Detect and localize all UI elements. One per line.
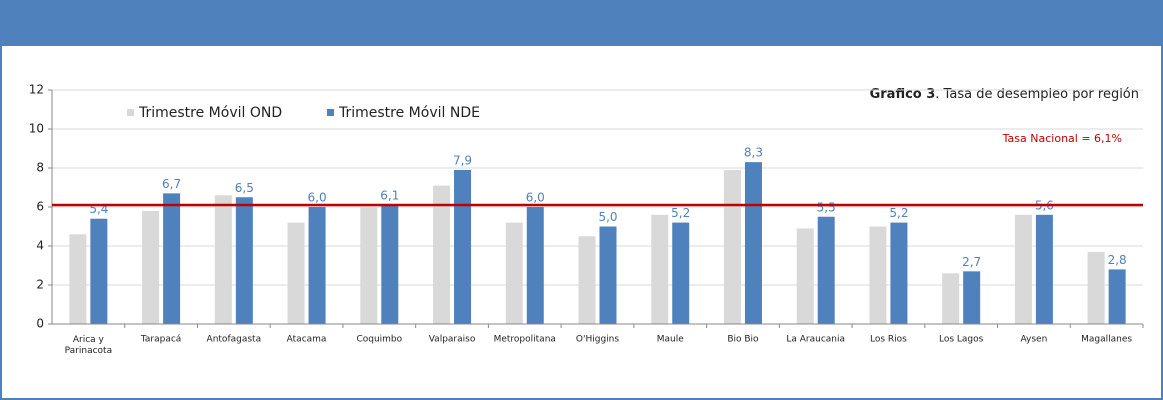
bar [942, 273, 960, 324]
bar [381, 205, 399, 324]
bar [214, 195, 232, 324]
y-tick-label: 4 [36, 239, 44, 253]
x-tick-label: Los Rios [870, 335, 907, 345]
bar [1035, 214, 1053, 324]
legend-swatch [327, 109, 334, 116]
x-tick-label: Los Lagos [939, 335, 984, 345]
bar [796, 228, 814, 324]
y-tick-label: 12 [29, 83, 44, 97]
bar [672, 222, 690, 324]
bar [505, 222, 523, 324]
bar [235, 197, 253, 324]
x-tick-label: Metropolitana [494, 335, 556, 345]
header-bar [2, 0, 1161, 46]
x-tick-label: Antofagasta [207, 335, 262, 345]
value-label: 8,3 [744, 146, 763, 160]
x-tick-label: Atacama [287, 335, 327, 345]
bar [963, 271, 981, 324]
bar [308, 207, 326, 324]
x-tick-label: Bio Bio [727, 335, 759, 345]
value-label: 2,8 [1108, 253, 1127, 267]
legend-label: Trimestre Móvil NDE [338, 105, 480, 121]
x-tick-label: La Araucania [786, 335, 845, 345]
bar [454, 169, 472, 324]
title-label: Grafico 3 [870, 87, 936, 102]
bar [723, 169, 741, 324]
x-tick-label: Magallanes [1081, 335, 1132, 345]
value-label: 2,7 [962, 255, 981, 269]
bar [526, 207, 544, 324]
bar [599, 226, 617, 324]
value-label: 5,5 [817, 200, 836, 214]
x-tick-label: Coquimbo [356, 335, 402, 345]
reference-label: Tasa Nacional = 6,1% [1002, 132, 1122, 145]
bar [817, 216, 835, 324]
y-tick-label: 10 [29, 122, 44, 136]
x-tick-label: Valparaiso [429, 335, 476, 345]
y-tick-label: 6 [36, 200, 44, 214]
x-tick-label: Maule [657, 335, 684, 345]
bar [433, 185, 451, 324]
bar [287, 222, 305, 324]
value-label: 6,0 [308, 191, 327, 205]
bar [360, 207, 378, 324]
bar [651, 214, 669, 324]
x-tick-label: Aysen [1020, 335, 1047, 345]
x-tick-label: O'Higgins [576, 335, 619, 345]
y-tick-label: 2 [36, 278, 44, 292]
bar [869, 226, 887, 324]
value-label: 7,9 [453, 153, 472, 167]
value-label: 6,1 [380, 189, 399, 203]
value-label: 5,2 [671, 206, 690, 220]
x-tick-label: Arica y Parinacota [65, 335, 112, 356]
value-label: 6,7 [162, 177, 181, 191]
legend-label: Trimestre Móvil OND [138, 105, 282, 121]
bar [744, 162, 762, 324]
bar [163, 193, 181, 324]
y-tick-label: 0 [36, 317, 44, 331]
title-text: . Tasa de desempleo por región [935, 87, 1139, 102]
bar [69, 234, 87, 324]
legend-swatch [127, 109, 134, 116]
bar [1087, 251, 1105, 324]
value-label: 5,2 [889, 206, 908, 220]
value-label: 6,5 [235, 181, 254, 195]
y-tick-label: 8 [36, 161, 44, 175]
bar [1014, 214, 1032, 324]
bar [142, 210, 160, 324]
bar [578, 236, 596, 324]
x-tick-label: Tarapacá [140, 335, 181, 345]
bar [1108, 269, 1126, 324]
bar [890, 222, 908, 324]
chart-title: Grafico 3. Tasa de desempleo por región [870, 87, 1139, 102]
bar [90, 218, 108, 324]
value-label: 5,0 [598, 210, 617, 224]
value-label: 6,0 [526, 191, 545, 205]
